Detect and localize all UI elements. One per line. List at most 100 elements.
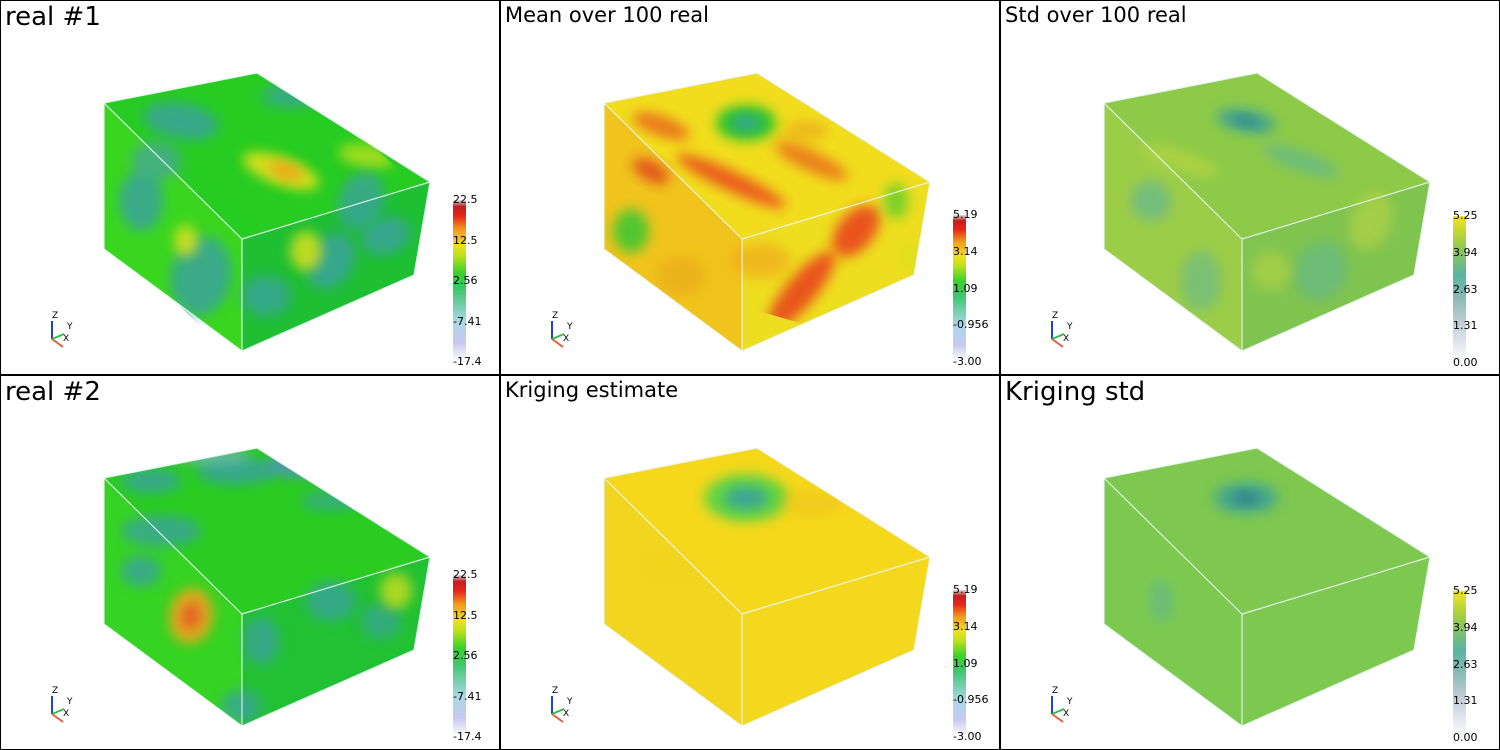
box-face-top (604, 448, 930, 614)
texture-blob (613, 209, 649, 253)
colorbar (1453, 591, 1466, 738)
box-edge (241, 181, 431, 240)
colorbar-tick-label: 2.56 (453, 649, 478, 662)
texture-blob (731, 243, 791, 279)
box-edge (103, 72, 258, 104)
svg-text:Y: Y (66, 697, 73, 707)
svg-text:Y: Y (566, 322, 573, 332)
texture-blob (1181, 251, 1221, 311)
texture-blob (1232, 492, 1260, 504)
colorbar-tick-label: 5.19 (953, 208, 978, 221)
box-edge (1103, 102, 1243, 240)
texture-blob (261, 84, 321, 108)
texture-blob (676, 154, 786, 208)
svg-text:X: X (563, 709, 569, 719)
texture-blob (784, 121, 828, 141)
texture-blob (724, 486, 768, 510)
svg-text:X: X (563, 334, 569, 344)
colorbar-tick-label: -7.41 (453, 689, 482, 703)
texture-blob (241, 276, 291, 316)
box-face-top (104, 448, 430, 614)
texture-blob (266, 454, 336, 478)
texture-blob (174, 225, 198, 257)
colorbar-tick-label: -0.956 (953, 693, 989, 707)
box-edge (413, 181, 431, 276)
colorbar-tick-label: 1.09 (953, 281, 978, 295)
volume-render (1103, 72, 1431, 352)
box-face-top (604, 73, 930, 239)
texture-blob (268, 161, 304, 181)
plot-panel: real #1 22.5 12.5 2.56 -7.41 -17.4 Z Y X (0, 0, 500, 375)
colorbar-tick-label: 2.56 (453, 274, 478, 287)
svg-text:Y: Y (1066, 697, 1073, 707)
box-face-right (1242, 557, 1430, 726)
texture-blob (243, 617, 279, 665)
box-edge (103, 447, 258, 479)
volume-render (603, 72, 931, 352)
box-edge (603, 72, 758, 104)
box-face-top (1104, 73, 1430, 239)
texture-blob (290, 231, 322, 271)
plot-panel: real #2 22.5 12.5 2.56 -7.41 -17.4 Z Y X (0, 375, 500, 750)
plot-panel: Kriging estimate 5.19 3.14 1.09 -0.956 -3.00 Z… (500, 375, 1000, 750)
axes-orientation-icon: ZYX (551, 686, 573, 723)
texture-blob (636, 546, 716, 586)
colorbar-tick-label: 3.94 (1453, 245, 1478, 259)
box-edge (256, 72, 431, 183)
box-edge (1103, 447, 1258, 479)
box-edge (756, 447, 931, 558)
axes-orientation-icon: ZYX (51, 686, 73, 723)
box-edge (603, 477, 743, 615)
axes-orientation-icon: ZYX (1051, 311, 1073, 348)
box-edge (741, 556, 931, 615)
box-edge (256, 447, 431, 558)
axes-orientation-icon: ZYX (51, 311, 73, 348)
colorbar (953, 590, 966, 737)
texture-blob (1143, 144, 1219, 178)
texture-blob (1232, 115, 1260, 127)
colorbar-tick-label: 5.25 (1453, 584, 1478, 597)
svg-text:X: X (63, 709, 69, 719)
texture-blob (731, 115, 761, 131)
box-edge (1413, 556, 1431, 651)
texture-blob (781, 492, 841, 516)
texture-blob (832, 205, 880, 257)
box-edge (1256, 72, 1431, 183)
svg-text:X: X (63, 334, 69, 344)
box-edge (241, 274, 415, 352)
box-edge (741, 649, 915, 727)
colorbar (453, 575, 466, 737)
texture-blob (121, 469, 181, 493)
box-edge (1103, 477, 1243, 615)
texture-blob (656, 256, 706, 296)
texture-blob (632, 157, 670, 185)
texture-blob (1131, 181, 1171, 221)
box-edge (1256, 447, 1431, 558)
svg-text:Z: Z (1052, 686, 1058, 696)
colorbar (453, 200, 466, 362)
svg-text:Z: Z (52, 311, 58, 321)
panel-title: Kriging estimate (505, 378, 679, 402)
colorbar-tick-label: 2.63 (1453, 657, 1478, 671)
texture-blob (361, 603, 401, 639)
box-edge (603, 447, 758, 479)
colorbar-tick-label: 22.5 (453, 193, 478, 206)
svg-text:Z: Z (552, 311, 558, 321)
axes-orientation-icon: ZYX (551, 311, 573, 348)
volume-render (1103, 447, 1431, 727)
box-edge (603, 248, 743, 352)
texture-blob (1149, 579, 1173, 623)
box-edge (603, 623, 743, 727)
box-face-left (1104, 478, 1242, 726)
box-edge (241, 649, 415, 727)
svg-text:X: X (1063, 709, 1069, 719)
texture-blob (1263, 144, 1339, 178)
box-edge (741, 274, 915, 352)
box-face-left (604, 478, 742, 726)
texture-blob (774, 141, 848, 181)
colorbar-tick-label: -17.4 (453, 730, 482, 743)
colorbar-tick-label: 0.00 (1453, 356, 1478, 369)
colorbar-tick-label: 2.63 (1453, 282, 1478, 296)
svg-text:Y: Y (66, 322, 73, 332)
